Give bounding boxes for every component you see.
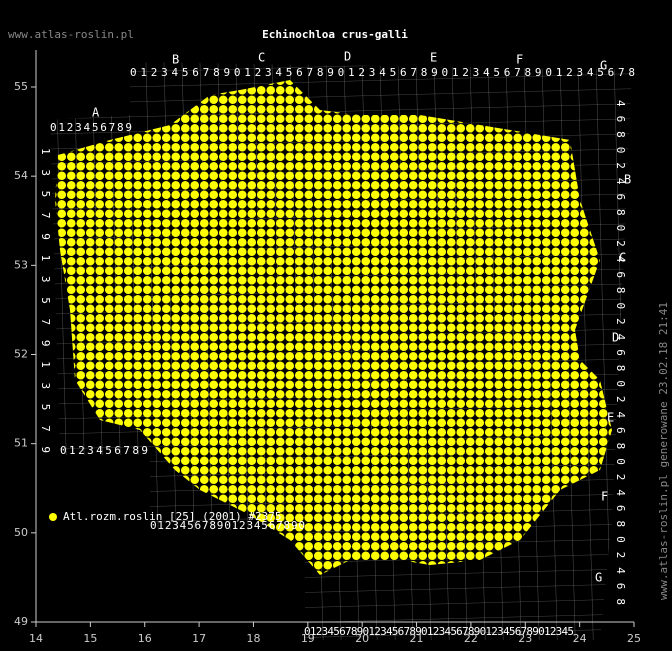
x-tick-label: 16 — [138, 632, 152, 645]
legend-marker — [49, 513, 57, 521]
x-tick-label: 21 — [410, 632, 424, 645]
row-letter: F — [601, 490, 608, 504]
side-note: www.atlas-roslin.pl generowane 23.02.18 … — [657, 302, 670, 600]
x-tick-label: 15 — [83, 632, 97, 645]
occurrence-area — [55, 80, 612, 575]
column-letter: C — [258, 51, 265, 65]
row-letter: E — [607, 411, 614, 425]
x-tick-label: 19 — [301, 632, 315, 645]
x-tick-label: 17 — [192, 632, 206, 645]
legend-label: Atl.rozm.roslin [25] (2001) #2375 — [63, 510, 282, 523]
column-letter: A — [92, 106, 100, 120]
x-tick-label: 14 — [29, 632, 43, 645]
x-tick-label: 22 — [464, 632, 478, 645]
y-tick-label: 52 — [14, 348, 28, 361]
digit-row: 012345678901234567890 — [150, 519, 305, 532]
y-tick-label: 51 — [14, 437, 28, 450]
x-tick-label: 23 — [518, 632, 532, 645]
y-tick-label: 53 — [14, 258, 28, 271]
y-tick-label: 50 — [14, 526, 28, 539]
row-letter: G — [595, 571, 602, 585]
y-tick-label: 55 — [14, 80, 28, 93]
title: Echinochloa crus-galli — [262, 28, 408, 41]
digit-row: 0123456789 — [50, 121, 132, 134]
column-letter: D — [344, 50, 351, 64]
digit-row: 0123456789012345678901234567890123456789… — [130, 66, 635, 79]
row-letter: C — [619, 251, 626, 265]
row-letter: D — [612, 331, 619, 345]
site: www.atlas-roslin.pl — [8, 28, 134, 41]
column-letter: E — [430, 51, 437, 65]
x-tick-label: 24 — [573, 632, 587, 645]
y-tick-label: 49 — [14, 615, 28, 628]
column-letter: F — [516, 53, 523, 67]
right-digits: 468024680246802468024680246802468 — [614, 100, 627, 605]
row-letter: B — [624, 173, 631, 187]
left-digits: 135791357913579 — [39, 148, 52, 453]
column-letter: B — [172, 53, 179, 67]
x-tick-label: 25 — [627, 632, 641, 645]
x-tick-label: 20 — [355, 632, 369, 645]
x-tick-label: 18 — [246, 632, 260, 645]
column-letter: G — [600, 59, 607, 73]
y-tick-label: 54 — [14, 169, 28, 182]
digit-row: 0123456789012345678901234567890123456789… — [304, 625, 574, 638]
